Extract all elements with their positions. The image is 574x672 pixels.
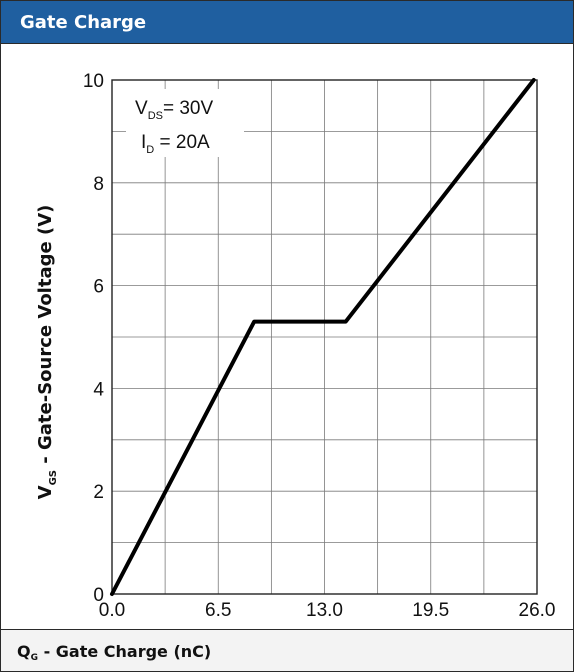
y-tick-label: 2 [93, 482, 104, 503]
plot-frame [111, 79, 538, 595]
y-tick-label: 8 [93, 174, 104, 195]
chart-header: Gate Charge [1, 1, 573, 44]
x-tick-label: 6.5 [205, 600, 231, 621]
x-axis-label-bar: QG - Gate Charge (nC) [1, 629, 573, 671]
chart-area: 0.0 6.5 13.0 19.5 26.0 0 2 4 6 8 10 VDS= 30V ID = … [35, 71, 556, 621]
annotation-id: ID = 20A [141, 132, 210, 156]
y-tick-label: 4 [93, 379, 104, 400]
y-axis-label: VGS - Gate-Source Voltage (V) [35, 205, 59, 500]
gate-charge-curve [110, 78, 536, 596]
x-tick-label: 0.0 [99, 600, 125, 621]
annotation-box: VDS= 30V ID = 20A [126, 89, 244, 157]
chart-title: Gate Charge [20, 12, 147, 33]
x-axis-label: QG - Gate Charge (nC) [17, 642, 212, 663]
annotation-vds: VDS= 30V [135, 98, 213, 122]
y-tick-label: 10 [83, 71, 104, 92]
y-tick-label: 0 [93, 585, 104, 606]
x-ticks: 0.0 6.5 13.0 19.5 26.0 [99, 600, 556, 621]
series [110, 78, 536, 596]
x-tick-label: 13.0 [306, 600, 343, 621]
annotation-background [126, 89, 244, 157]
x-tick-label: 26.0 [519, 600, 556, 621]
plot-border [111, 79, 538, 595]
x-tick-label: 19.5 [412, 600, 449, 621]
y-ticks: 0 2 4 6 8 10 [83, 71, 105, 606]
y-tick-label: 6 [93, 277, 104, 298]
